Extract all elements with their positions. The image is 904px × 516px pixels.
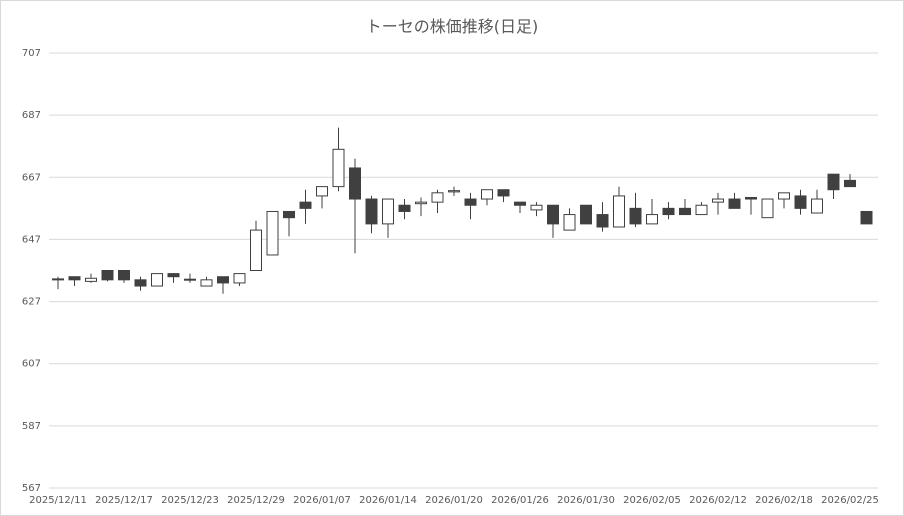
candle-body-down — [464, 198, 477, 206]
candle-body-up — [250, 229, 262, 272]
candle-body-up — [85, 277, 97, 282]
x-tick-label: 2025/12/11 — [29, 495, 87, 506]
x-tick-label: 2026/01/20 — [425, 495, 483, 506]
candle-body-down — [299, 201, 312, 209]
candle-body-up — [695, 204, 708, 216]
y-tick-label: 667 — [22, 172, 41, 183]
candle-body-down — [134, 279, 147, 287]
candle-body-down — [68, 276, 81, 281]
y-tick-label: 647 — [22, 234, 41, 245]
candle-body-up — [332, 148, 345, 188]
candle-body-up — [184, 278, 196, 281]
y-tick-label: 627 — [22, 297, 41, 308]
candle-body-up — [530, 204, 543, 211]
candle-body-down — [118, 270, 130, 281]
candle-body-up — [431, 192, 444, 203]
candle-body-down — [860, 210, 873, 225]
candle-body-down — [217, 276, 229, 284]
candle-body-up — [481, 189, 493, 200]
candle-body-up — [712, 198, 724, 203]
candle-body-up — [613, 195, 625, 228]
x-tick-label: 2025/12/29 — [227, 495, 285, 506]
candle-body-down — [398, 204, 411, 212]
candle-body-down — [497, 189, 510, 197]
candle-body-down — [728, 198, 741, 209]
candle-body-down — [349, 167, 361, 200]
candle-body-up — [151, 273, 163, 287]
candle-body-down — [547, 204, 559, 225]
candle-body-up — [778, 192, 790, 200]
candle-body-up — [200, 279, 213, 287]
candle-body-down — [101, 270, 114, 281]
x-tick-label: 2026/02/05 — [623, 495, 681, 506]
candle-body-down — [365, 198, 378, 225]
candle-body-down — [844, 179, 856, 188]
x-tick-label: 2026/01/07 — [293, 495, 351, 506]
candle-body-down — [827, 173, 840, 191]
x-tick-label: 2026/02/18 — [755, 495, 813, 506]
candle-body-up — [233, 273, 246, 284]
candle-body-up — [448, 190, 460, 193]
candle-body-down — [283, 210, 295, 219]
candle-body-down — [580, 204, 592, 225]
x-tick-label: 2025/12/17 — [95, 495, 153, 506]
candle-body-down — [596, 214, 609, 228]
y-tick-label: 607 — [22, 359, 41, 370]
y-tick-label: 567 — [22, 483, 41, 494]
candle-body-up — [52, 278, 64, 281]
chart-title: トーセの株価推移(日足) — [365, 17, 539, 36]
candle-body-down — [629, 207, 642, 225]
candle-body-down — [167, 273, 180, 278]
candle-body-up — [266, 210, 279, 256]
candle-body-up — [761, 198, 774, 219]
candle-body-up — [415, 201, 427, 205]
x-tick-label: 2026/01/30 — [557, 495, 615, 506]
candle-body-down — [679, 207, 691, 216]
candle-body-up — [646, 214, 658, 225]
x-tick-label: 2025/12/23 — [161, 495, 219, 506]
x-tick-label: 2026/02/25 — [821, 495, 879, 506]
y-tick-label: 707 — [22, 48, 41, 59]
candle-body-up — [811, 198, 823, 214]
x-tick-label: 2026/01/26 — [491, 495, 549, 506]
candle-body-up — [316, 186, 328, 197]
y-tick-label: 687 — [22, 110, 41, 121]
candle-body-up — [382, 198, 394, 225]
x-tick-label: 2026/02/12 — [689, 495, 747, 506]
candle-body-down — [794, 195, 807, 209]
candle-body-up — [563, 214, 576, 231]
x-tick-label: 2026/01/14 — [359, 495, 417, 506]
candle-body-down — [662, 207, 675, 216]
candle-body-down — [514, 201, 526, 206]
y-tick-label: 587 — [22, 421, 41, 432]
candle-body-down — [745, 196, 757, 200]
